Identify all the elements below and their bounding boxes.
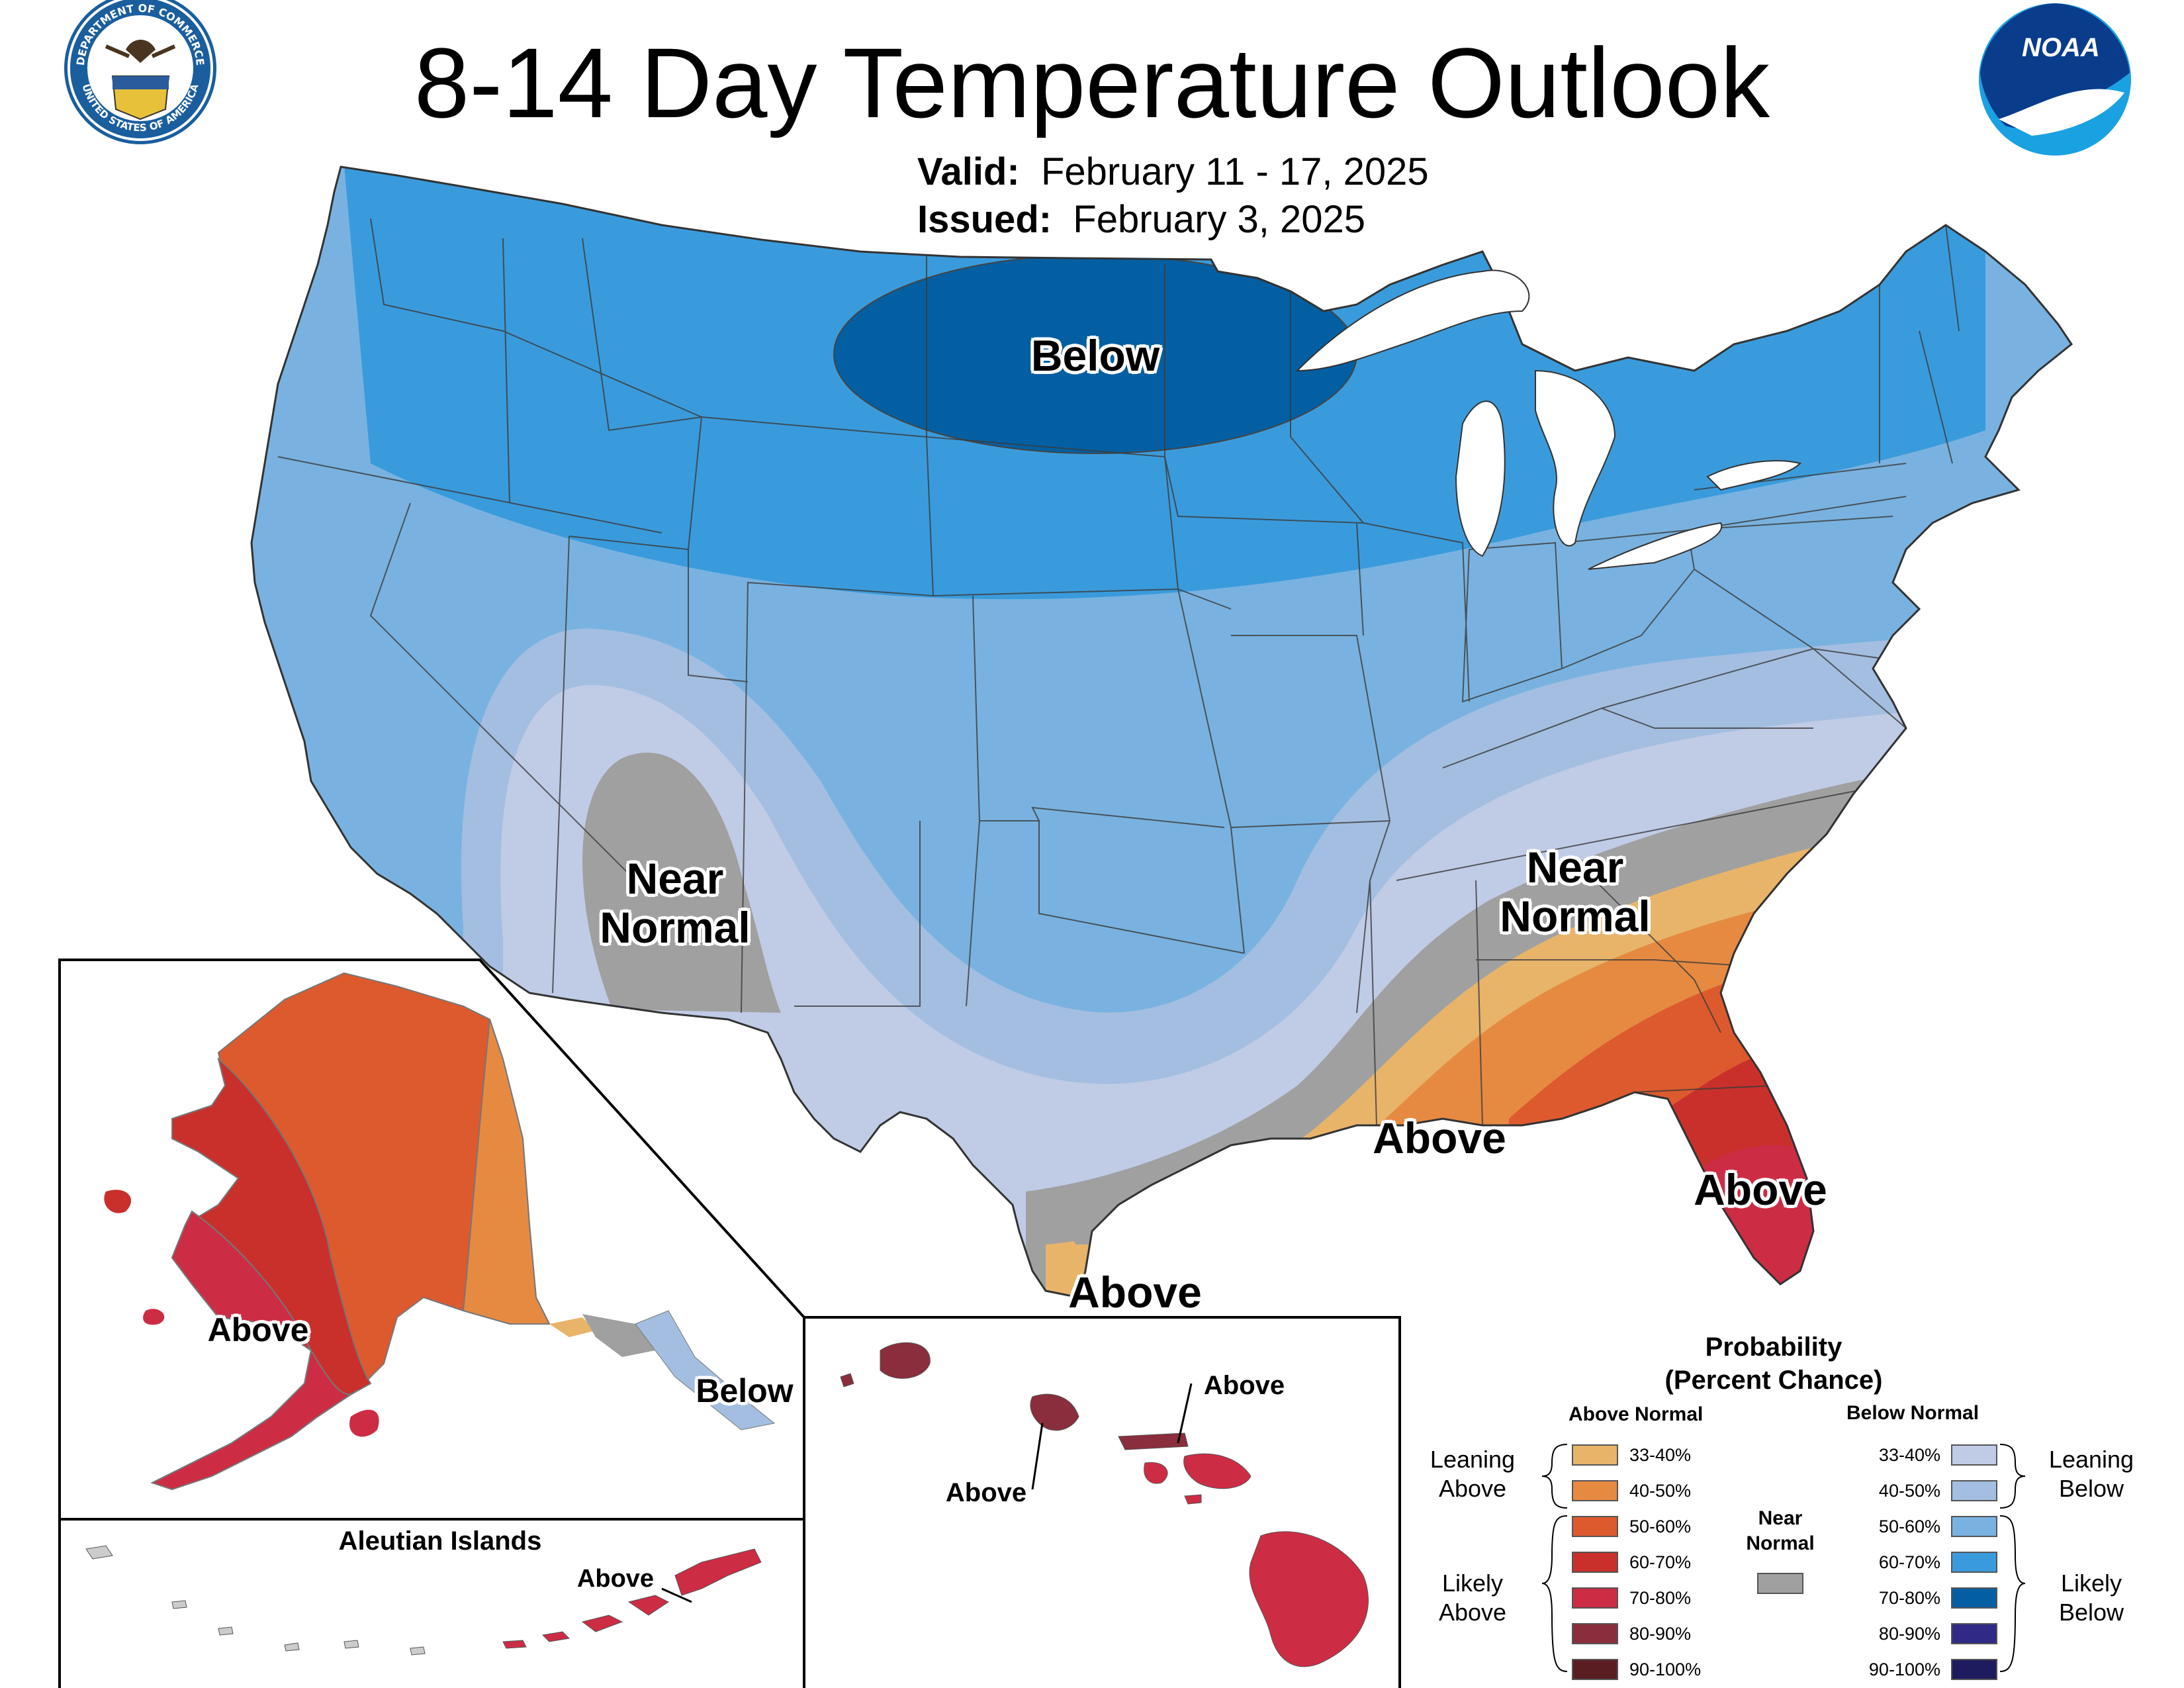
label-alaska-below: Below <box>696 1372 794 1409</box>
issued-value: February 3, 2025 <box>1073 198 1366 241</box>
legend-near-swatch <box>1757 1573 1803 1594</box>
legend-above-swatch-4 <box>1572 1587 1618 1609</box>
label-above-gulf: Above <box>1373 1113 1506 1162</box>
valid-dates: Valid: February 11 - 17, 2025 <box>917 149 1429 195</box>
legend-likely-below-line1: Likely <box>2060 1570 2122 1597</box>
legend-above-label-4: 70-80% <box>1629 1588 1692 1608</box>
legend-above-label-2: 50-60% <box>1629 1517 1692 1536</box>
legend-likely-above-line2: Above <box>1438 1599 1507 1626</box>
legend-above-head: Above Normal <box>1569 1403 1704 1425</box>
legend-below-label-0: 33-40% <box>1878 1445 1940 1465</box>
label-alaska-above: Above <box>207 1311 309 1348</box>
legend-below-label-4: 70-80% <box>1878 1588 1940 1608</box>
legend-title: Probability (Percent Chance) <box>1621 1331 1926 1397</box>
legend-likely-above-line1: Likely <box>1441 1570 1504 1597</box>
legend-above-swatch-5 <box>1572 1623 1618 1644</box>
legend-above-swatch-6 <box>1572 1659 1618 1680</box>
legend-title-line1: Probability <box>1705 1333 1843 1362</box>
legend-below-swatch-3 <box>1951 1552 1997 1573</box>
label-above-florida: Above <box>1694 1165 1827 1214</box>
legend-below-swatch-5 <box>1951 1623 1997 1644</box>
legend-near-head-line1: Near <box>1758 1507 1803 1529</box>
legend-below-label-2: 50-60% <box>1878 1517 1940 1536</box>
label-near-normal-east-line1: Near <box>1526 843 1624 892</box>
legend-near-head-line2: Normal <box>1746 1532 1815 1554</box>
legend-likely-below: Likely Below <box>2032 1569 2151 1627</box>
legend-below-swatch-6 <box>1951 1659 1997 1680</box>
legend-above-label-1: 40-50% <box>1629 1481 1692 1501</box>
legend-above-label-5: 80-90% <box>1629 1624 1692 1644</box>
legend-below-swatch-2 <box>1951 1516 1997 1537</box>
legend-title-line2: (Percent Chance) <box>1664 1366 1883 1395</box>
valid-value: February 11 - 17, 2025 <box>1040 150 1429 193</box>
legend-leaning-below: Leaning Below <box>2032 1445 2151 1503</box>
legend-above-label-0: 33-40% <box>1629 1445 1692 1465</box>
valid-label: Valid: <box>917 150 1020 193</box>
noaa-logo <box>1979 3 2131 156</box>
legend-above-swatch-0 <box>1572 1444 1618 1466</box>
legend-below-swatch-0 <box>1951 1444 1997 1466</box>
legend-likely-above: Likely Above <box>1413 1569 1532 1627</box>
issued-date: Issued: February 3, 2025 <box>917 197 1365 243</box>
label-near-normal-west-line2: Normal <box>600 903 751 952</box>
label-aleutian-above: Above <box>576 1565 655 1593</box>
legend-below-head: Below Normal <box>1846 1402 1979 1424</box>
aleutian-title: Aleutian Islands <box>338 1526 542 1556</box>
legend-below-label-5: 80-90% <box>1878 1624 1940 1644</box>
label-near-normal-east: Near Normal <box>1476 843 1674 941</box>
noaa-logo-text: NOAA <box>2022 33 2100 62</box>
page-title: 8-14 Day Temperature Outlook <box>414 27 1770 138</box>
legend-near-head: Near Normal <box>1737 1506 1823 1556</box>
label-above-texas: Above <box>1068 1268 1202 1317</box>
legend-leaning-above-line1: Leaning <box>1430 1446 1516 1473</box>
legend-below-label-3: 60-70% <box>1878 1552 1940 1572</box>
issued-label: Issued: <box>917 198 1052 241</box>
legend-below-label-1: 40-50% <box>1878 1481 1940 1501</box>
label-near-normal-west: Near Normal <box>582 854 768 952</box>
label-below-north: Below <box>1030 331 1160 380</box>
legend-leaning-below-line2: Below <box>2058 1475 2124 1502</box>
legend-above-label-6: 90-100% <box>1629 1660 1702 1679</box>
legend-above-swatch-2 <box>1572 1516 1618 1537</box>
label-near-normal-west-line1: Near <box>626 854 724 903</box>
legend-below-swatch-1 <box>1951 1480 1997 1501</box>
label-near-normal-east-line2: Normal <box>1500 892 1651 941</box>
legend-above-label-3: 60-70% <box>1629 1552 1692 1572</box>
label-hawaii-above-1: Above <box>945 1478 1027 1507</box>
legend-leaning-above-line2: Above <box>1438 1475 1507 1502</box>
legend-below-swatch-4 <box>1951 1587 1997 1609</box>
legend-above-swatch-1 <box>1572 1480 1618 1501</box>
legend-below-label-6: 90-100% <box>1868 1660 1940 1679</box>
legend-leaning-below-line1: Leaning <box>2048 1446 2134 1473</box>
doc-seal-text: DEPARTMENT OF COMMERCE UNITED STATES OF … <box>74 2 206 134</box>
label-hawaii-above-2: Above <box>1203 1371 1285 1400</box>
legend-leaning-above: Leaning Above <box>1413 1445 1532 1503</box>
doc-seal-logo <box>64 0 216 144</box>
legend-likely-below-line2: Below <box>2058 1599 2124 1626</box>
legend-above-swatch-3 <box>1572 1552 1618 1573</box>
